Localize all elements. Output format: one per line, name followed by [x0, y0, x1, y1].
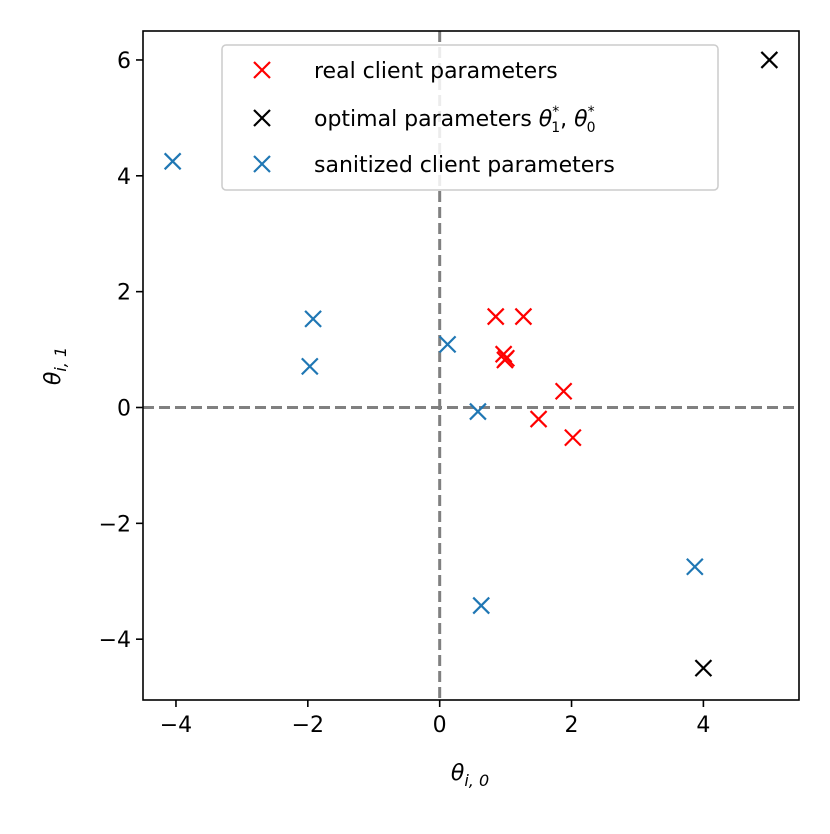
reference-lines [143, 31, 799, 700]
y-tick-label: 0 [117, 396, 131, 421]
real-client-point [514, 307, 533, 326]
y-tick-label: 2 [117, 281, 131, 306]
legend-label-sanitized: sanitized client parameters [314, 153, 615, 178]
legend-marker-optimal [253, 109, 271, 127]
real-client-point [554, 382, 573, 401]
real-client-point [564, 428, 582, 447]
legend: real client parameters optimal parameter… [221, 44, 719, 191]
legend-label-real: real client parameters [314, 59, 558, 84]
sanitized-client-point [304, 310, 322, 328]
sanitized-client-point [472, 596, 490, 615]
x-axis-ticks: −4 −2 0 2 4 [160, 700, 710, 738]
legend-marker-sanitized [253, 155, 271, 173]
sanitized-client-point [438, 335, 457, 354]
y-tick-label: −2 [99, 512, 131, 537]
data-points [163, 51, 779, 677]
x-tick-label: −4 [160, 713, 192, 738]
y-tick-label: −4 [99, 628, 131, 653]
optimal-parameter-point [760, 51, 779, 69]
x-tick-label: −2 [292, 713, 324, 738]
sanitized-client-point [163, 152, 182, 171]
y-axis-ticks: −4 −2 0 2 4 6 [99, 49, 143, 653]
y-tick-label: 6 [117, 49, 131, 74]
sanitized-client-point [686, 558, 704, 576]
x-tick-label: 4 [696, 713, 710, 738]
real-client-point [486, 307, 505, 326]
real-client-point [496, 351, 514, 369]
legend-marker-real [253, 61, 271, 79]
sanitized-client-point [469, 402, 487, 421]
legend-label-optimal: optimal parameters θ* 1, θ* 0 [314, 104, 596, 136]
sanitized-client-point [301, 357, 319, 376]
x-tick-label: 0 [433, 713, 447, 738]
x-tick-label: 2 [565, 713, 579, 738]
legend-markers [253, 61, 271, 173]
optimal-parameter-point [694, 659, 713, 677]
legend-box [221, 44, 719, 191]
real-client-point [529, 410, 548, 428]
y-tick-label: 4 [117, 165, 131, 190]
plot-frame [142, 30, 800, 701]
